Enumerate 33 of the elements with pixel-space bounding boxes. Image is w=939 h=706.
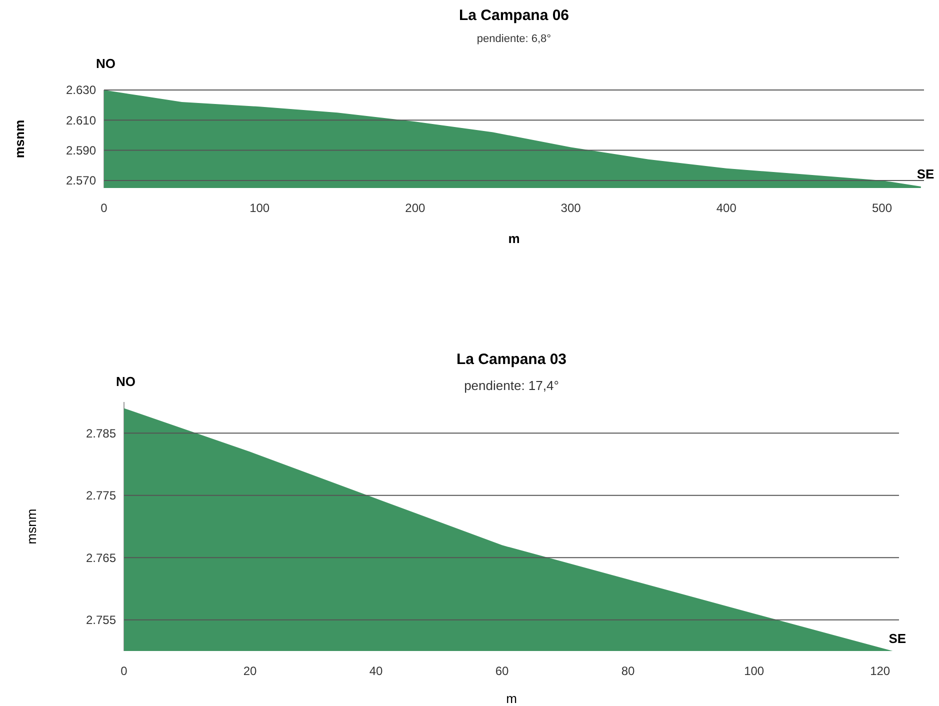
x-tick-label: 100	[250, 201, 270, 215]
annotation: NO	[96, 56, 116, 71]
x-tick-label: 0	[100, 201, 108, 215]
y-tick-label: 2.775	[86, 488, 116, 503]
x-tick-label: 400	[716, 201, 737, 215]
chart-title: La Campana 06	[458, 7, 570, 24]
x-tick-label: 20	[243, 664, 258, 678]
x-tick-label: 40	[369, 664, 384, 678]
y-tick-label: 2.570	[66, 174, 96, 188]
y-tick-label: 2.590	[66, 144, 96, 158]
y-tick-label: 2.630	[66, 83, 96, 98]
x-tick-label: 80	[621, 664, 636, 678]
x-tick-label: 120	[870, 664, 890, 678]
chart-subtitle: pendiente: 6,8°	[476, 33, 552, 45]
y-axis-title: msnm	[24, 508, 39, 544]
x-axis-title: m	[508, 231, 520, 246]
y-tick-label: 2.765	[86, 550, 116, 565]
x-tick-label: 60	[495, 664, 510, 678]
chart-title: La Campana 03	[456, 351, 567, 368]
x-tick-label: 500	[872, 201, 892, 215]
y-tick-label: 2.785	[86, 426, 116, 440]
x-tick-label: 300	[560, 201, 582, 215]
x-tick-label: 0	[120, 664, 128, 678]
y-tick-label: 2.610	[66, 113, 96, 128]
x-axis-title: m	[506, 691, 517, 706]
x-tick-label: 200	[405, 201, 426, 215]
x-tick-label: 100	[744, 664, 764, 678]
annotation: SE	[916, 166, 935, 182]
y-axis-title: msnm	[12, 120, 27, 158]
y-tick-label: 2.755	[86, 613, 116, 628]
annotation: SE	[888, 631, 906, 646]
chart-subtitle: pendiente: 17,4°	[464, 378, 559, 393]
annotation: NO	[116, 374, 136, 390]
